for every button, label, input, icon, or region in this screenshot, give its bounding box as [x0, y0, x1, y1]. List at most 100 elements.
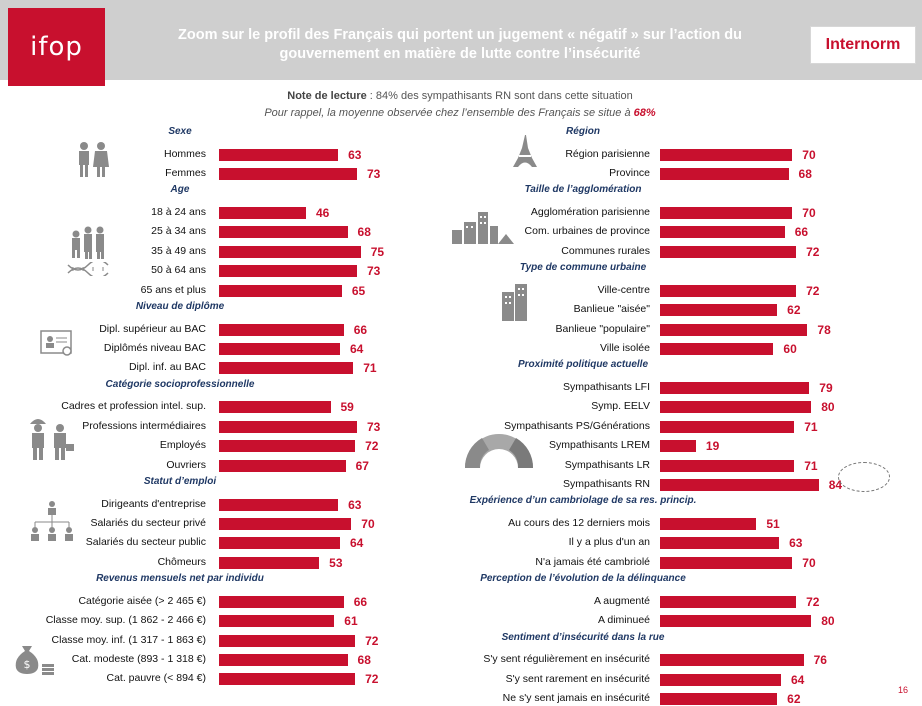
reading-note: Note de lecture : 84% des sympathisants …: [160, 90, 760, 102]
bar: [660, 304, 778, 317]
group-title: Revenus mensuels net par individu: [96, 573, 264, 585]
bar: [660, 459, 795, 472]
bar: [660, 207, 793, 219]
header-band: ifop Zoom sur le profil des Français qui…: [0, 0, 922, 86]
row-label: Région parisienne: [565, 147, 650, 160]
row-label: S'y sent rarement en insécurité: [505, 672, 650, 685]
bar: [660, 148, 793, 161]
diploma-icon: [40, 330, 72, 356]
group-title: Perception de l’évolution de la délinqua…: [480, 573, 686, 585]
group-title: Type de commune urbaine: [519, 262, 647, 274]
bar: [660, 168, 789, 180]
group-title: Sexe: [168, 126, 192, 137]
row-label: N'a jamais été cambriolé: [535, 555, 650, 568]
row-label: Professions intermédiaires: [82, 419, 206, 432]
buildings-icon: [502, 284, 527, 321]
row-label: Hommes: [163, 147, 206, 160]
bar: [219, 284, 342, 297]
bar-value: 61: [344, 614, 358, 629]
row-label: Dipl. supérieur au BAC: [99, 322, 206, 335]
bar: [660, 343, 774, 355]
row-label: Cat. pauvre (< 894 €): [106, 672, 206, 685]
group-title: Age: [170, 184, 190, 196]
bar-value: 66: [353, 594, 368, 609]
bar: [660, 382, 810, 394]
bar: [219, 245, 361, 258]
row-label: Ne s'y sent jamais en insécurité: [502, 692, 650, 704]
bar-value: 46: [315, 206, 330, 220]
hemicycle-icon: [464, 434, 534, 468]
row-label: Symp. EELV: [591, 400, 650, 413]
ifop-logo: ifop: [8, 8, 105, 86]
row-label: S'y sent régulièrement en insécurité: [483, 653, 650, 666]
bar-value: 72: [806, 594, 820, 609]
bar: [219, 595, 344, 608]
page-title: Zoom sur le profil des Français qui port…: [140, 26, 780, 64]
bar: [219, 673, 356, 686]
bar: [660, 556, 793, 569]
title-line-2: gouvernement en matière de lutte contre …: [279, 46, 641, 62]
row-label: Sympathisants PS/Générations: [504, 419, 650, 432]
bar: [660, 654, 804, 667]
group-title: Catégorie socioprofessionnelle: [105, 378, 255, 390]
average-reminder: Pour rappel, la moyenne observée chez l’…: [160, 107, 760, 119]
bar-value: 73: [366, 419, 381, 434]
row-label: Classe moy. inf. (1 317 - 1 863 €): [51, 633, 206, 646]
group-title: Niveau de diplôme: [135, 301, 225, 312]
bar: [219, 207, 306, 219]
bar-value: 73: [366, 167, 381, 181]
bar-value: 64: [790, 672, 805, 687]
bar-value: 68: [357, 653, 371, 667]
family-icon: [72, 226, 104, 259]
bar-value: 76: [813, 653, 827, 668]
bar: [660, 615, 812, 628]
row-label: Banlieue "aisée": [573, 303, 650, 316]
row-label: Salariés du secteur privé: [90, 517, 206, 529]
bar-value: 53: [329, 555, 343, 570]
bar: [219, 459, 346, 472]
row-label: Agglomération parisienne: [530, 206, 650, 218]
row-label: Chômeurs: [157, 555, 206, 568]
bar: [219, 343, 340, 355]
row-label: Communes rurales: [561, 244, 650, 257]
row-label: Cat. modeste (893 - 1 318 €): [71, 653, 206, 665]
svg-text:$: $: [24, 658, 31, 671]
row-label: Employés: [159, 439, 206, 452]
eiffel-tower-icon: [513, 135, 537, 167]
row-label: Province: [609, 167, 650, 179]
bar: [219, 420, 357, 433]
bar: [219, 498, 339, 511]
row-label: Sympathisants LREM: [549, 439, 650, 452]
bar-value: 80: [821, 614, 835, 629]
bar-value: 68: [357, 225, 371, 240]
row-label: Com. urbaines de province: [524, 225, 650, 238]
row-label: Dipl. inf. au BAC: [128, 361, 206, 374]
group-title: Expérience d’un cambriolage de sa res. p…: [469, 495, 697, 507]
row-label: Banlieue "populaire": [555, 322, 650, 335]
bar-value: 70: [802, 555, 816, 570]
row-label: Cadres et profession intel. sup.: [61, 400, 206, 413]
bar-value: 70: [802, 206, 816, 220]
row-label: Salariés du secteur public: [85, 536, 206, 549]
row-label: Au cours des 12 derniers mois: [508, 517, 650, 529]
group-title: Statut d’emploi: [143, 476, 217, 487]
bar-value: 19: [705, 439, 720, 454]
bar-value: 63: [348, 497, 362, 512]
reading-note-label: Note de lecture: [287, 90, 367, 102]
bar: [660, 245, 797, 258]
group-title: Taille de l’agglomération: [524, 184, 642, 196]
bar-value: 60: [783, 342, 797, 356]
bar-value: 63: [789, 536, 803, 551]
bar-value: 79: [819, 381, 833, 395]
bar-value: 64: [349, 536, 364, 551]
bar-value: 71: [804, 419, 818, 434]
money-bag-icon: $: [15, 646, 54, 675]
row-label: 18 à 24 ans: [151, 206, 206, 218]
row-label: Diplômés niveau BAC: [103, 342, 206, 354]
bar: [660, 284, 797, 297]
page-number: 16: [897, 685, 908, 695]
bar: [219, 168, 357, 180]
row-label: 65 ans et plus: [140, 283, 206, 296]
bar: [660, 440, 696, 453]
bar: [219, 265, 357, 278]
